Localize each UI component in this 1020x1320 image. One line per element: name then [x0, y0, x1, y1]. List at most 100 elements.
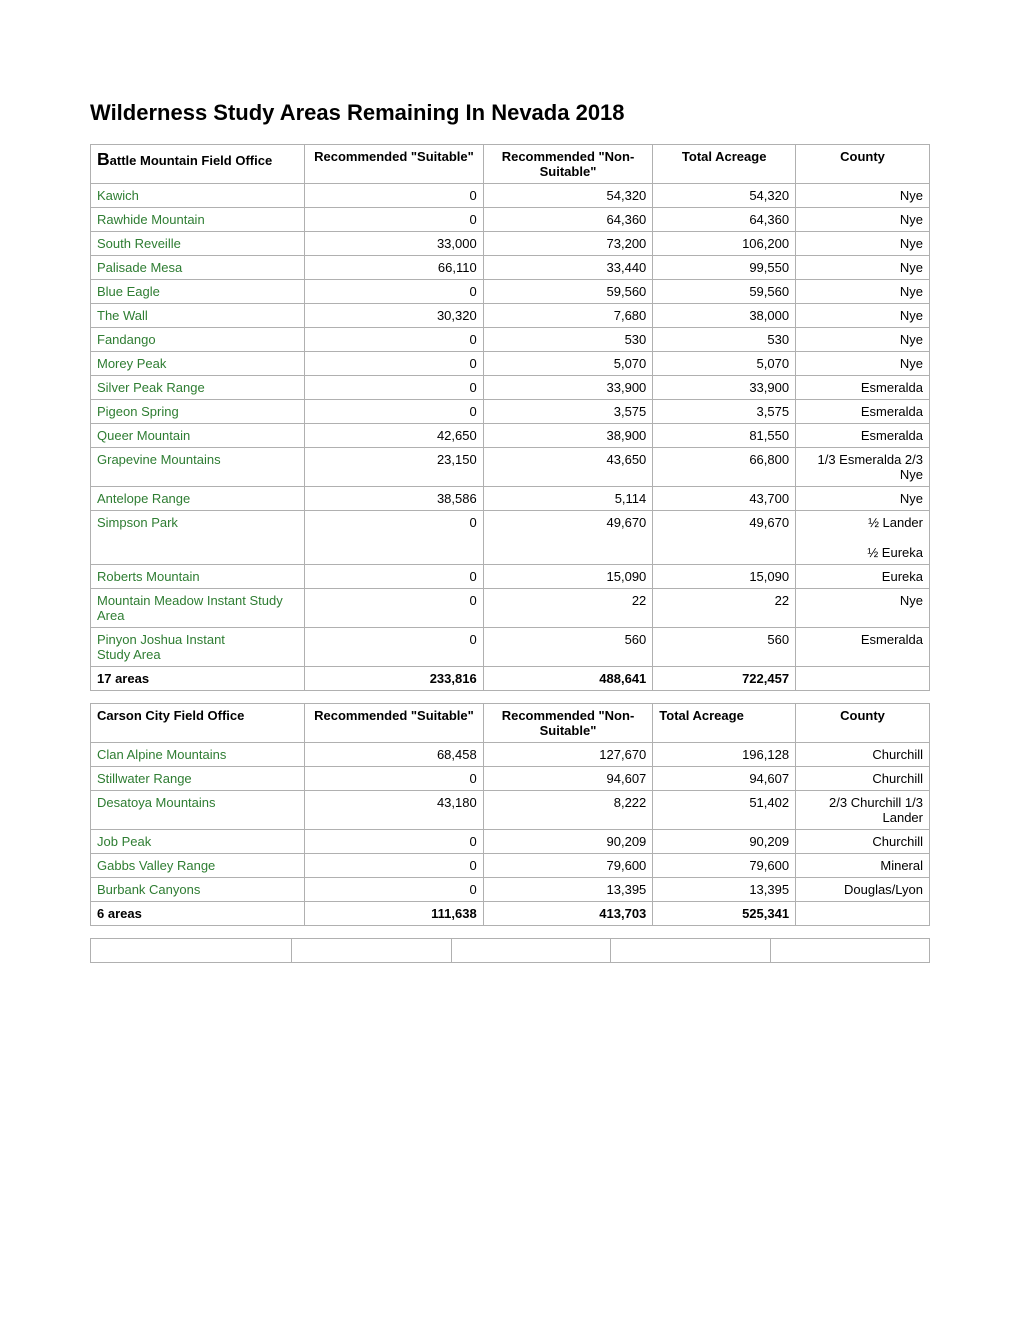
value-cell: 13,395: [483, 878, 653, 902]
table-row: Roberts Mountain015,09015,090Eureka: [91, 565, 930, 589]
value-cell: 8,222: [483, 791, 653, 830]
county-cell: Esmeralda: [796, 424, 930, 448]
value-cell: 54,320: [653, 184, 796, 208]
table-row: Gabbs Valley Range079,60079,600Mineral: [91, 854, 930, 878]
column-header: Recommended "Non-Suitable": [483, 704, 653, 743]
county-cell: Nye: [796, 589, 930, 628]
value-cell: 38,586: [305, 487, 484, 511]
area-name[interactable]: Fandango: [91, 328, 305, 352]
value-cell: 99,550: [653, 256, 796, 280]
county-cell: Nye: [796, 232, 930, 256]
empty-cell: [451, 939, 610, 963]
area-name[interactable]: Mountain Meadow Instant Study Area: [91, 589, 305, 628]
table-row: Simpson Park049,67049,670½ Lander ½ Eure…: [91, 511, 930, 565]
empty-table: [90, 938, 930, 963]
value-cell: 0: [305, 208, 484, 232]
total-row: 6 areas111,638413,703525,341: [91, 902, 930, 926]
county-cell: Douglas/Lyon: [796, 878, 930, 902]
area-name[interactable]: Clan Alpine Mountains: [91, 743, 305, 767]
total-value: 525,341: [653, 902, 796, 926]
area-name[interactable]: Grapevine Mountains: [91, 448, 305, 487]
value-cell: 5,070: [483, 352, 653, 376]
area-name[interactable]: South Reveille: [91, 232, 305, 256]
area-name[interactable]: Roberts Mountain: [91, 565, 305, 589]
area-name[interactable]: Rawhide Mountain: [91, 208, 305, 232]
area-name[interactable]: Silver Peak Range: [91, 376, 305, 400]
value-cell: 0: [305, 589, 484, 628]
county-cell: Eureka: [796, 565, 930, 589]
total-county: [796, 667, 930, 691]
county-cell: Esmeralda: [796, 628, 930, 667]
column-header: Recommended "Non-Suitable": [483, 145, 653, 184]
area-name[interactable]: Antelope Range: [91, 487, 305, 511]
area-name[interactable]: Palisade Mesa: [91, 256, 305, 280]
empty-cell: [91, 939, 292, 963]
total-county: [796, 902, 930, 926]
county-cell: Churchill: [796, 830, 930, 854]
value-cell: 33,900: [653, 376, 796, 400]
county-cell: Mineral: [796, 854, 930, 878]
value-cell: 59,560: [483, 280, 653, 304]
table-row: Stillwater Range094,60794,607Churchill: [91, 767, 930, 791]
value-cell: 530: [483, 328, 653, 352]
area-name[interactable]: Gabbs Valley Range: [91, 854, 305, 878]
area-name[interactable]: Burbank Canyons: [91, 878, 305, 902]
table-row: Palisade Mesa66,11033,44099,550Nye: [91, 256, 930, 280]
value-cell: 7,680: [483, 304, 653, 328]
table-row: Desatoya Mountains43,1808,22251,4022/3 C…: [91, 791, 930, 830]
value-cell: 79,600: [653, 854, 796, 878]
data-table: Battle Mountain Field Office Recommended …: [90, 144, 930, 691]
table-row: Burbank Canyons013,39513,395Douglas/Lyon: [91, 878, 930, 902]
page-title: Wilderness Study Areas Remaining In Neva…: [90, 100, 930, 126]
value-cell: 33,000: [305, 232, 484, 256]
value-cell: 13,395: [653, 878, 796, 902]
table-row: Clan Alpine Mountains68,458127,670196,12…: [91, 743, 930, 767]
value-cell: 33,900: [483, 376, 653, 400]
area-name[interactable]: Queer Mountain: [91, 424, 305, 448]
value-cell: 94,607: [483, 767, 653, 791]
value-cell: 51,402: [653, 791, 796, 830]
value-cell: 5,114: [483, 487, 653, 511]
area-name[interactable]: The Wall: [91, 304, 305, 328]
value-cell: 0: [305, 376, 484, 400]
table-row: Job Peak090,20990,209Churchill: [91, 830, 930, 854]
value-cell: 23,150: [305, 448, 484, 487]
area-name[interactable]: Desatoya Mountains: [91, 791, 305, 830]
value-cell: 90,209: [483, 830, 653, 854]
area-name[interactable]: Stillwater Range: [91, 767, 305, 791]
area-name[interactable]: Job Peak: [91, 830, 305, 854]
area-name[interactable]: Simpson Park: [91, 511, 305, 565]
county-cell: Nye: [796, 256, 930, 280]
area-name[interactable]: Pinyon Joshua Instant Study Area: [91, 628, 305, 667]
column-header: County: [796, 145, 930, 184]
area-name[interactable]: Kawich: [91, 184, 305, 208]
value-cell: 3,575: [483, 400, 653, 424]
empty-cell: [611, 939, 770, 963]
value-cell: 0: [305, 565, 484, 589]
value-cell: 0: [305, 878, 484, 902]
table-row: Mountain Meadow Instant Study Area02222N…: [91, 589, 930, 628]
value-cell: 43,700: [653, 487, 796, 511]
value-cell: 0: [305, 628, 484, 667]
column-header: Recommended "Suitable": [305, 704, 484, 743]
value-cell: 22: [653, 589, 796, 628]
value-cell: 0: [305, 328, 484, 352]
value-cell: 68,458: [305, 743, 484, 767]
total-label: 17 areas: [91, 667, 305, 691]
value-cell: 0: [305, 184, 484, 208]
value-cell: 38,000: [653, 304, 796, 328]
county-cell: Esmeralda: [796, 400, 930, 424]
total-value: 111,638: [305, 902, 484, 926]
county-cell: Nye: [796, 280, 930, 304]
area-name[interactable]: Blue Eagle: [91, 280, 305, 304]
column-header: Total Acreage: [653, 704, 796, 743]
table-row: Morey Peak05,0705,070Nye: [91, 352, 930, 376]
county-cell: ½ Lander ½ Eureka: [796, 511, 930, 565]
county-cell: 2/3 Churchill 1/3 Lander: [796, 791, 930, 830]
office-header: Battle Mountain Field Office: [91, 145, 305, 184]
area-name[interactable]: Pigeon Spring: [91, 400, 305, 424]
table-row: Rawhide Mountain064,36064,360Nye: [91, 208, 930, 232]
column-header: County: [796, 704, 930, 743]
area-name[interactable]: Morey Peak: [91, 352, 305, 376]
value-cell: 64,360: [653, 208, 796, 232]
